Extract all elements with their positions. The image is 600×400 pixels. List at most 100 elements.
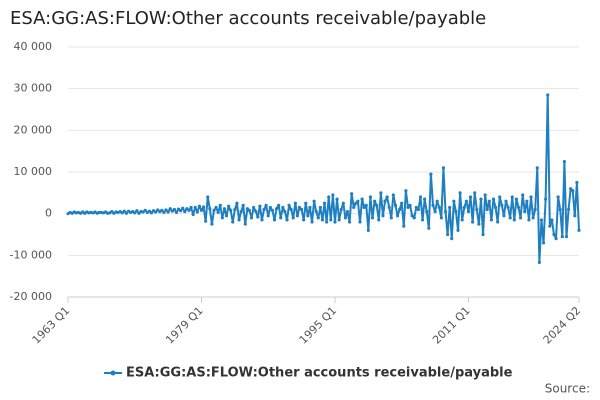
data-point: [381, 214, 385, 218]
data-point: [550, 218, 554, 222]
data-point: [493, 205, 498, 210]
data-point: [252, 205, 256, 210]
data-point: [233, 207, 237, 212]
y-tick-label: 0: [45, 207, 52, 220]
y-tick-label: 40 000: [14, 40, 53, 53]
data-point: [477, 222, 481, 226]
data-point: [199, 208, 204, 212]
data-point: [289, 207, 293, 212]
data-point: [425, 209, 429, 214]
data-point: [548, 224, 552, 228]
data-point: [266, 214, 270, 218]
data-point: [318, 205, 322, 210]
data-point: [262, 207, 266, 212]
data-point: [260, 218, 264, 222]
data-point: [521, 193, 525, 197]
y-tick-label: 20 000: [14, 123, 53, 136]
data-point: [189, 205, 193, 210]
data-point: [402, 224, 406, 228]
data-point: [352, 205, 356, 210]
data-point: [496, 220, 500, 224]
data-point: [270, 208, 274, 212]
data-point: [408, 203, 412, 207]
data-point: [329, 218, 333, 222]
data-point: [164, 208, 168, 212]
data-point: [337, 218, 341, 222]
data-point: [162, 210, 166, 215]
data-point: [235, 201, 239, 205]
data-point: [510, 195, 514, 199]
data-point: [249, 216, 254, 220]
data-point: [133, 211, 137, 215]
data-point: [335, 197, 339, 201]
data-point: [281, 205, 285, 210]
data-point: [268, 205, 272, 210]
data-point: [462, 205, 466, 210]
data-point: [356, 199, 360, 203]
data-point: [187, 208, 191, 212]
data-point: [241, 203, 245, 207]
data-point: [279, 216, 283, 220]
data-point: [446, 232, 450, 237]
data-point: [179, 209, 183, 213]
data-point: [218, 203, 222, 207]
data-point: [310, 220, 314, 224]
data-point: [143, 208, 147, 212]
data-point: [508, 216, 512, 220]
data-point: [560, 234, 564, 239]
data-point: [483, 193, 487, 197]
data-point: [519, 216, 523, 220]
data-point: [479, 197, 483, 201]
data-point: [443, 209, 448, 214]
data-point: [435, 199, 439, 203]
data-point: [468, 195, 473, 199]
data-point: [471, 220, 475, 224]
data-point: [414, 205, 418, 210]
data-point: [531, 216, 535, 220]
data-point: [383, 199, 387, 203]
x-tick-label: 2011 Q1: [430, 304, 473, 347]
data-point: [400, 201, 404, 205]
data-point: [556, 195, 560, 199]
data-point: [546, 93, 550, 97]
data-point: [347, 220, 352, 224]
data-point: [206, 195, 210, 199]
data-point: [295, 214, 300, 218]
data-point: [135, 209, 139, 213]
data-point: [448, 205, 452, 210]
data-point: [272, 218, 277, 222]
data-point: [308, 205, 312, 210]
data-point: [516, 205, 521, 210]
data-point: [354, 201, 358, 205]
data-point: [360, 197, 364, 201]
data-point: [277, 203, 281, 207]
data-point: [201, 205, 206, 209]
data-point: [454, 209, 458, 214]
data-point: [364, 203, 368, 207]
data-point: [566, 207, 571, 212]
data-point: [573, 214, 577, 218]
data-point: [122, 209, 126, 213]
data-point: [285, 218, 289, 222]
data-point: [370, 216, 375, 220]
data-point: [160, 208, 164, 212]
data-point: [552, 232, 556, 237]
data-point: [327, 195, 331, 199]
data-point: [577, 228, 581, 232]
data-point: [452, 199, 456, 203]
data-point: [564, 234, 569, 239]
data-point: [237, 218, 241, 222]
data-point: [487, 199, 491, 203]
data-point: [204, 219, 208, 223]
data-point: [575, 180, 579, 185]
data-point: [377, 218, 381, 222]
data-point: [533, 207, 537, 212]
data-point: [300, 207, 304, 212]
data-point: [437, 205, 441, 210]
x-tick-label: 1979 Q1: [163, 304, 206, 347]
data-point: [387, 205, 391, 210]
data-point: [406, 205, 410, 210]
data-point: [523, 209, 527, 214]
x-tick-label: 2024 Q2: [541, 304, 584, 347]
